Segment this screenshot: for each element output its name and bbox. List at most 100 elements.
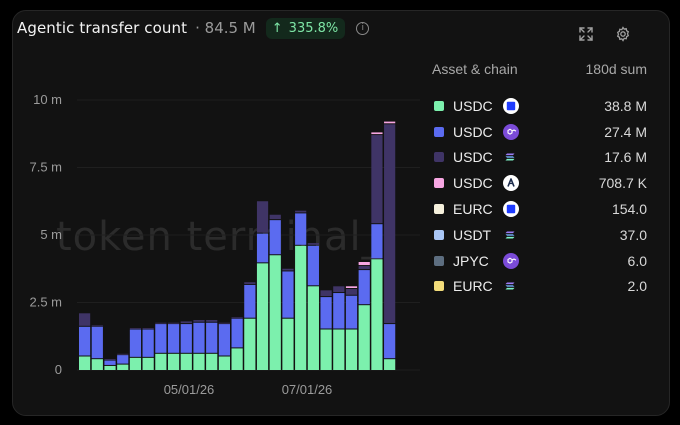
bar-segment[interactable]: [180, 324, 192, 353]
legend-row[interactable]: EURC 2.0: [432, 274, 647, 300]
bar-segment[interactable]: [180, 353, 192, 370]
bar-segment[interactable]: [193, 322, 205, 353]
bar-segment[interactable]: [345, 289, 358, 295]
bar-segment[interactable]: [282, 271, 294, 318]
bar-segment[interactable]: [333, 329, 345, 371]
bar-segment[interactable]: [320, 290, 332, 297]
bar-segment[interactable]: [79, 326, 91, 356]
bar-segment[interactable]: [142, 328, 154, 329]
bar-segment[interactable]: [358, 305, 370, 370]
bar-segment[interactable]: [193, 320, 205, 322]
bar-segment[interactable]: [231, 348, 243, 370]
bar-segment[interactable]: [206, 320, 218, 322]
bar-segment[interactable]: [345, 329, 358, 371]
bar-segment[interactable]: [256, 263, 269, 370]
expand-icon[interactable]: [578, 26, 594, 42]
bar-segment[interactable]: [295, 213, 307, 245]
bar-segment[interactable]: [244, 284, 256, 318]
legend-row[interactable]: USDC 27.4 M: [432, 119, 647, 145]
bar-segment[interactable]: [307, 243, 319, 245]
legend-row[interactable]: USDC 38.8 M: [432, 93, 647, 119]
bar-segment[interactable]: [371, 132, 383, 135]
legend-asset: EURC: [453, 201, 493, 218]
bar-segment[interactable]: [206, 322, 218, 353]
bar-segment[interactable]: [104, 360, 116, 365]
legend-swatch: [434, 100, 444, 111]
bar-segment[interactable]: [218, 356, 231, 371]
bar-segment[interactable]: [358, 270, 370, 305]
bar-segment[interactable]: [231, 317, 243, 319]
bar-segment[interactable]: [129, 329, 142, 357]
bar-segment[interactable]: [282, 318, 294, 370]
legend-row[interactable]: USDC 17.6 M: [432, 145, 647, 171]
bar-segment[interactable]: [333, 286, 345, 293]
bar-segment[interactable]: [244, 318, 256, 370]
bar-segment[interactable]: [269, 214, 281, 220]
bar-segment[interactable]: [371, 259, 383, 370]
y-tick-label: 2.5 m: [29, 295, 62, 310]
legend-col-asset: Asset & chain: [432, 61, 518, 77]
legend-row[interactable]: JPYC 6.0: [432, 248, 647, 274]
gear-icon[interactable]: [615, 26, 631, 42]
bar-segment[interactable]: [269, 255, 281, 370]
bar-segment[interactable]: [129, 328, 142, 329]
bar-segment[interactable]: [384, 324, 396, 359]
legend-value: 37.0: [619, 226, 647, 243]
legend: Asset & chain 180d sum USDC 38.8 M USDC 27.…: [432, 61, 647, 299]
chart-header: Agentic transfer count · 84.5 M ↑ 335.8%…: [17, 16, 370, 40]
bar-segment[interactable]: [142, 329, 154, 357]
bar-segment[interactable]: [193, 353, 205, 370]
bar-segment[interactable]: [371, 135, 383, 224]
bar-segment[interactable]: [91, 359, 103, 370]
bar-segment[interactable]: [129, 357, 142, 370]
legend-row[interactable]: USDC 708.7 K: [432, 170, 647, 196]
bar-segment[interactable]: [333, 293, 345, 329]
bar-segment[interactable]: [384, 121, 396, 124]
bar-segment[interactable]: [384, 124, 396, 324]
bar-segment[interactable]: [91, 325, 103, 327]
bar-segment[interactable]: [231, 318, 243, 348]
bar-segment[interactable]: [142, 357, 154, 370]
legend-row[interactable]: USDT 37.0: [432, 222, 647, 248]
bar-segment[interactable]: [167, 322, 180, 324]
bar-segment[interactable]: [155, 322, 167, 324]
info-icon[interactable]: i: [356, 21, 370, 35]
legend-row[interactable]: EURC 154.0: [432, 196, 647, 222]
bar-segment[interactable]: [167, 353, 180, 370]
bar-segment[interactable]: [295, 210, 307, 213]
bar-segment[interactable]: [180, 321, 192, 324]
bar-segment[interactable]: [295, 245, 307, 370]
bar-segment[interactable]: [104, 359, 116, 360]
bar-segment[interactable]: [320, 329, 332, 371]
bar-segment[interactable]: [345, 295, 358, 329]
legend-value: 17.6 M: [604, 149, 647, 166]
bar-segment[interactable]: [117, 355, 129, 364]
bar-segment[interactable]: [104, 365, 116, 370]
bar-segment[interactable]: [345, 286, 358, 288]
bar-segment[interactable]: [282, 268, 294, 271]
bar-segment[interactable]: [91, 326, 103, 359]
bar-segment[interactable]: [79, 356, 91, 371]
bar-segment[interactable]: [384, 359, 396, 370]
bar-segment[interactable]: [307, 286, 319, 370]
bar-segment[interactable]: [371, 224, 383, 259]
bar-segment[interactable]: [307, 245, 319, 286]
bar-segment[interactable]: [218, 324, 231, 356]
bar-segment[interactable]: [256, 201, 269, 233]
y-tick-label: 5 m: [40, 227, 62, 242]
bar-segment[interactable]: [320, 297, 332, 329]
bar-segment[interactable]: [244, 282, 256, 284]
bar-segment[interactable]: [79, 313, 91, 326]
bar-segment[interactable]: [358, 262, 370, 266]
bar-segment[interactable]: [117, 353, 129, 355]
bar-segment[interactable]: [117, 364, 129, 370]
bar-segment[interactable]: [206, 353, 218, 370]
bar-segment[interactable]: [167, 324, 180, 353]
bar-segment[interactable]: [155, 353, 167, 370]
bar-segment[interactable]: [269, 220, 281, 255]
bar-segment[interactable]: [218, 322, 231, 324]
bar-segment[interactable]: [358, 266, 370, 270]
bar-segment[interactable]: [155, 324, 167, 353]
legend-swatch: [434, 204, 444, 215]
bar-segment[interactable]: [256, 233, 269, 263]
